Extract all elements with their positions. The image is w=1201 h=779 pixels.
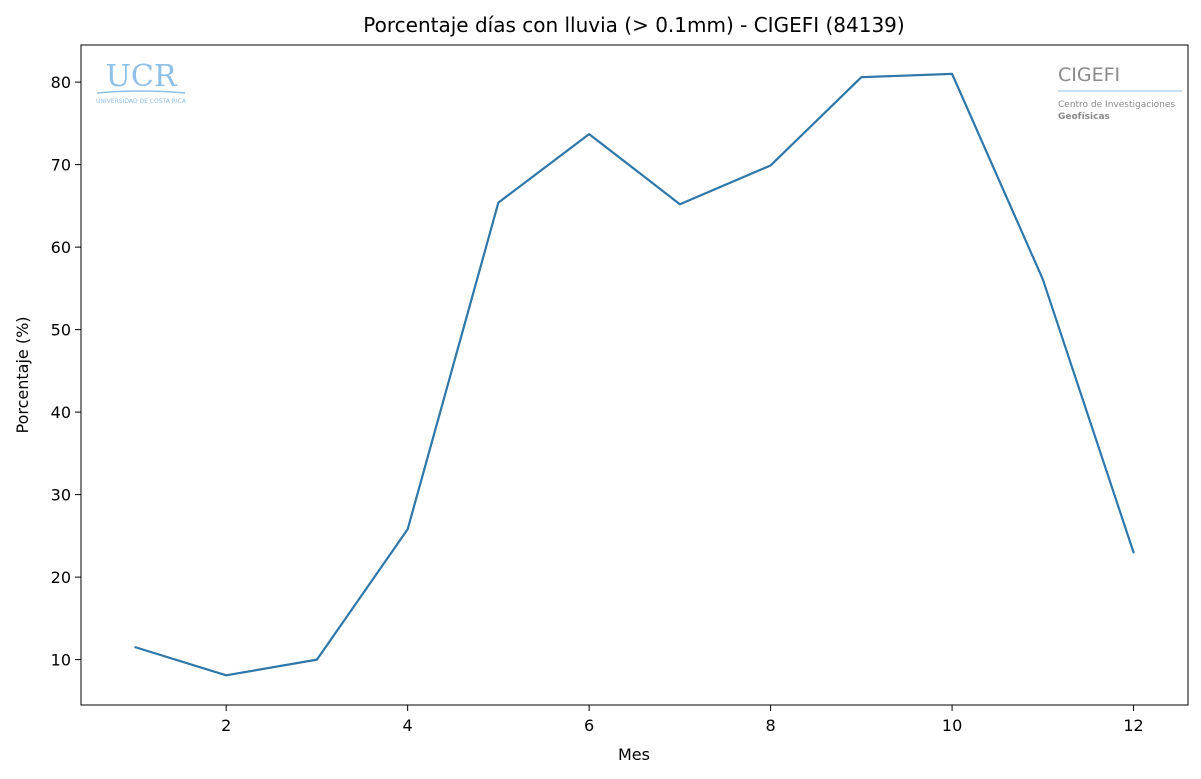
y-tick-label-50: 50 (51, 321, 71, 340)
x-tick-label-2: 2 (221, 716, 231, 735)
plot-area (134, 72, 1135, 677)
x-axis-label: Mes (618, 745, 650, 764)
y-tick-label-30: 30 (51, 486, 71, 505)
series-line-0 (134, 72, 1135, 677)
y-tick-label-10: 10 (51, 651, 71, 670)
x-tick-label-12: 12 (1123, 716, 1143, 735)
ucr-logo-swoosh (96, 90, 186, 94)
x-tick-label-4: 4 (403, 716, 413, 735)
ucr-logo: UCR UNIVERSIDAD DE COSTA RICA (96, 59, 187, 105)
cigefi-logo-line1: Centro de Investigaciones (1058, 100, 1175, 110)
cigefi-logo-line2: Geofísicas (1058, 112, 1110, 122)
chart-title: Porcentaje días con lluvia (> 0.1mm) - C… (363, 13, 904, 37)
cigefi-logo: CIGEFI Centro de Investigaciones Geofísi… (1058, 64, 1182, 122)
y-tick-label-70: 70 (51, 156, 71, 175)
x-tick-label-8: 8 (766, 716, 776, 735)
y-tick-label-60: 60 (51, 238, 71, 257)
ucr-logo-subtitle: UNIVERSIDAD DE COSTA RICA (96, 98, 187, 105)
cigefi-logo-text: CIGEFI (1058, 64, 1120, 86)
y-tick-label-40: 40 (51, 403, 71, 422)
axes: 2 4 6 8 10 12 10 20 30 40 50 60 70 80 (51, 44, 1189, 735)
plot-frame (80, 44, 1189, 706)
ucr-logo-text: UCR (106, 59, 178, 94)
y-axis-label: Porcentaje (%) (13, 316, 32, 433)
y-tick-label-20: 20 (51, 568, 71, 587)
x-tick-label-6: 6 (584, 716, 594, 735)
y-tick-label-80: 80 (51, 73, 71, 92)
x-tick-label-10: 10 (942, 716, 962, 735)
